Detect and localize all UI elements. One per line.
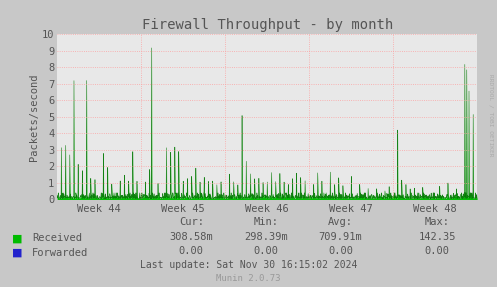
Text: Last update: Sat Nov 30 16:15:02 2024: Last update: Sat Nov 30 16:15:02 2024: [140, 260, 357, 270]
Text: 709.91m: 709.91m: [319, 232, 362, 242]
Text: Cur:: Cur:: [179, 217, 204, 227]
Text: RRDTOOL / TOBI OETIKER: RRDTOOL / TOBI OETIKER: [489, 73, 494, 156]
Text: 0.00: 0.00: [179, 246, 204, 256]
Text: Received: Received: [32, 233, 83, 243]
Text: ■: ■: [12, 233, 23, 243]
Text: 0.00: 0.00: [328, 246, 353, 256]
Text: 0.00: 0.00: [425, 246, 450, 256]
Text: ■: ■: [12, 248, 23, 257]
Text: Forwarded: Forwarded: [32, 248, 88, 257]
Text: 298.39m: 298.39m: [244, 232, 288, 242]
Text: 308.58m: 308.58m: [169, 232, 213, 242]
Text: 142.35: 142.35: [418, 232, 456, 242]
Text: Munin 2.0.73: Munin 2.0.73: [216, 274, 281, 283]
Text: 0.00: 0.00: [253, 246, 278, 256]
Text: Max:: Max:: [425, 217, 450, 227]
Title: Firewall Throughput - by month: Firewall Throughput - by month: [142, 18, 393, 32]
Text: Min:: Min:: [253, 217, 278, 227]
Text: Avg:: Avg:: [328, 217, 353, 227]
Y-axis label: Packets/second: Packets/second: [29, 73, 39, 161]
